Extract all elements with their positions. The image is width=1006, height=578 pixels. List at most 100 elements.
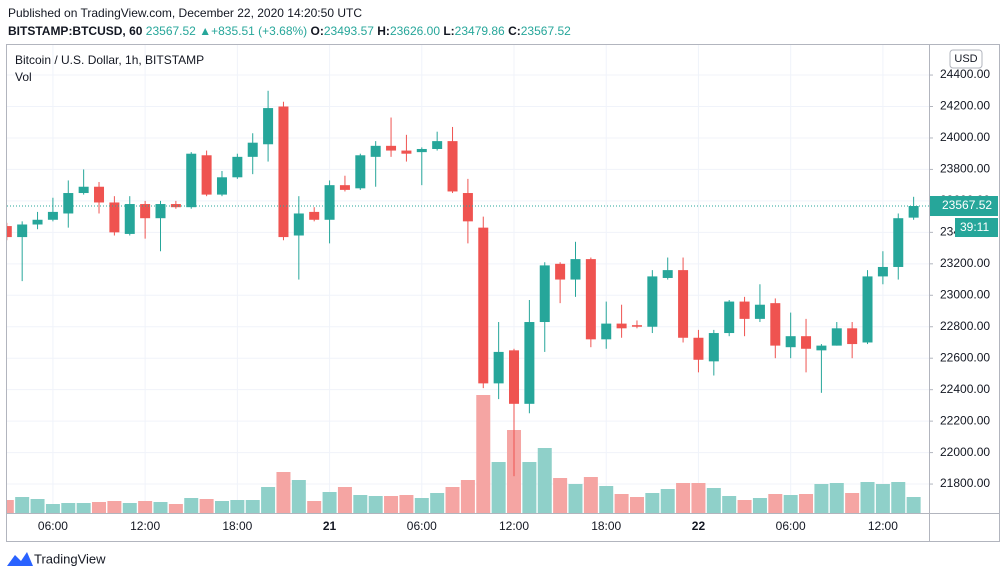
y-tick-label: 21800.00: [940, 476, 990, 490]
candle-body: [201, 155, 212, 195]
volume-bar: [553, 478, 568, 513]
candle-body: [78, 186, 89, 194]
candle-body: [63, 193, 74, 214]
candle-body: [386, 145, 397, 151]
l-value: 23479.86: [454, 24, 505, 38]
candle-body: [447, 141, 458, 192]
candle-body: [17, 224, 28, 238]
candle-body: [662, 270, 673, 278]
frame: [6, 44, 1000, 542]
candle-body: [462, 193, 473, 222]
l-label: L:: [443, 24, 455, 38]
candle-body: [877, 266, 888, 277]
candle-body: [801, 336, 812, 349]
candle-body: [831, 328, 842, 346]
footer-brand: TradingView: [34, 551, 106, 566]
plot: [7, 45, 929, 513]
candle-body: [232, 156, 243, 178]
y-tick-label: 22000.00: [940, 445, 990, 459]
candle-body: [770, 303, 781, 346]
candle-body: [324, 185, 335, 220]
y-tick-label: 23800.00: [940, 162, 990, 176]
candle-body: [278, 106, 289, 238]
last-price-box: [930, 196, 998, 217]
y-tick-label: 22800.00: [940, 319, 990, 333]
candle-body: [293, 213, 304, 236]
y-tick-label: 24000.00: [940, 130, 990, 144]
candle-body: [401, 150, 412, 154]
candle-body: [94, 186, 105, 203]
arrow: ▲: [199, 24, 212, 38]
volume-bar: [138, 501, 153, 513]
symbol: BITSTAMP:BTCUSD, 60: [8, 24, 143, 38]
logo: [7, 552, 33, 566]
volume-bar: [891, 482, 906, 513]
volume-bar: [414, 498, 429, 513]
candle-body: [186, 153, 197, 208]
published-line: Published on TradingView.com, December 2…: [8, 6, 362, 20]
x-tick-label: 06:00: [776, 519, 806, 533]
volume-bar: [430, 493, 445, 513]
candle-body: [216, 177, 227, 195]
candle-body: [339, 185, 350, 190]
candle-body: [247, 142, 258, 157]
h-label: H:: [377, 24, 390, 38]
candle-body: [678, 270, 689, 338]
candle-body: [263, 108, 274, 145]
volume-bar: [399, 495, 414, 513]
candle-body: [785, 336, 796, 348]
change: +835.51 (+3.68%): [211, 24, 308, 38]
candle-body: [754, 304, 765, 319]
candle-body: [478, 227, 489, 384]
x-tick-label: 06:00: [38, 519, 68, 533]
y-tick-label: 22400.00: [940, 382, 990, 396]
candle-body: [155, 204, 166, 219]
candle-body: [647, 276, 658, 327]
c-label: C:: [508, 24, 521, 38]
volume-bar: [614, 494, 629, 513]
candle-body: [724, 301, 735, 334]
volume-bar: [7, 500, 14, 513]
y-tick-label: 23000.00: [940, 287, 990, 301]
volume-bar: [875, 484, 890, 513]
volume-bar: [829, 483, 844, 513]
volume-bar: [799, 494, 814, 513]
h-value: 23626.00: [389, 24, 440, 38]
volume-bar: [691, 483, 706, 513]
candle-body: [555, 263, 566, 280]
volume-bar: [307, 501, 322, 513]
x-tick-label: 12:00: [499, 519, 529, 533]
volume-bar: [660, 489, 675, 513]
volume-bar: [230, 500, 245, 513]
o-label: O:: [310, 24, 324, 38]
volume-bar: [768, 494, 783, 513]
volume-bar: [722, 496, 737, 513]
volume-bar: [568, 484, 583, 513]
candle-body: [616, 323, 627, 329]
volume-bar: [61, 503, 76, 513]
volume-bar: [168, 504, 183, 513]
volume-bar: [845, 493, 860, 513]
volume-bar: [92, 502, 107, 513]
volume-bar: [245, 500, 260, 513]
volume-bar: [522, 462, 537, 513]
candle-body: [309, 211, 320, 220]
candle-body: [140, 204, 151, 219]
volume-bar: [783, 495, 798, 513]
c-value: 23567.52: [520, 24, 571, 38]
volume-bar: [276, 472, 291, 513]
candle-body: [847, 328, 858, 345]
volume-bar: [153, 502, 168, 513]
candle-body: [631, 325, 642, 327]
x-tick-label: 06:00: [407, 519, 437, 533]
y-tick-label: 23200.00: [940, 256, 990, 270]
y-tick-label: 24200.00: [940, 99, 990, 113]
volume-bar: [906, 497, 921, 513]
candle-body: [693, 337, 704, 360]
candle-body: [893, 218, 904, 267]
volume-bar: [122, 503, 137, 513]
volume-bar: [45, 504, 60, 513]
volume-bar: [737, 500, 752, 513]
candle-body: [355, 155, 366, 189]
